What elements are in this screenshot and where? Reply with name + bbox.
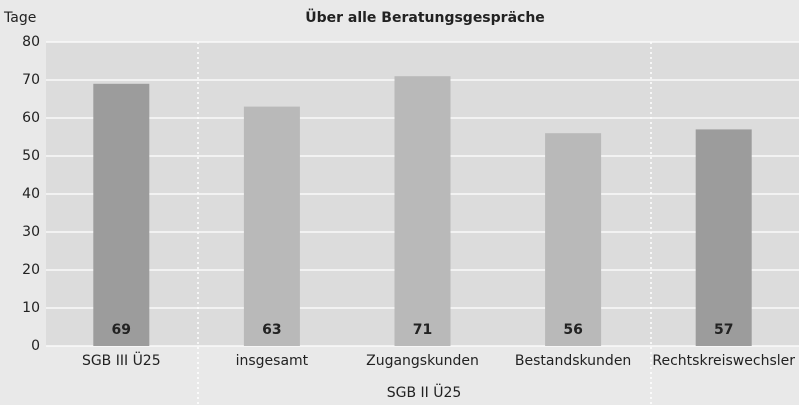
data-label: 63 bbox=[262, 322, 281, 338]
group-label: SGB II Ü25 bbox=[387, 383, 462, 401]
bar bbox=[243, 106, 300, 346]
data-label: 71 bbox=[413, 322, 432, 338]
y-tick-label: 10 bbox=[22, 300, 40, 316]
x-tick-label: SGB III Ü25 bbox=[82, 351, 161, 369]
y-axis-label: Tage bbox=[3, 10, 36, 26]
bar bbox=[545, 133, 602, 346]
bar bbox=[93, 83, 150, 347]
x-tick-label: insgesamt bbox=[236, 353, 309, 369]
data-label: 56 bbox=[563, 322, 582, 338]
y-tick-label: 70 bbox=[22, 72, 40, 88]
y-tick-label: 60 bbox=[22, 110, 40, 126]
x-tick-label: Rechtskreiswechsler bbox=[652, 353, 795, 369]
bar bbox=[695, 129, 752, 346]
y-tick-label: 30 bbox=[22, 224, 40, 240]
data-label: 57 bbox=[714, 322, 733, 338]
y-tick-label: 40 bbox=[22, 186, 40, 202]
y-tick-label: 0 bbox=[31, 338, 40, 354]
y-tick-label: 50 bbox=[22, 148, 40, 164]
y-tick-label: 80 bbox=[22, 34, 40, 50]
bar bbox=[394, 76, 451, 346]
y-tick-label: 20 bbox=[22, 262, 40, 278]
chart-title: Über alle Beratungsgespräche bbox=[305, 8, 545, 26]
data-label: 69 bbox=[112, 322, 131, 338]
x-tick-label: Zugangskunden bbox=[366, 353, 479, 369]
x-tick-label: Bestandskunden bbox=[515, 353, 631, 369]
